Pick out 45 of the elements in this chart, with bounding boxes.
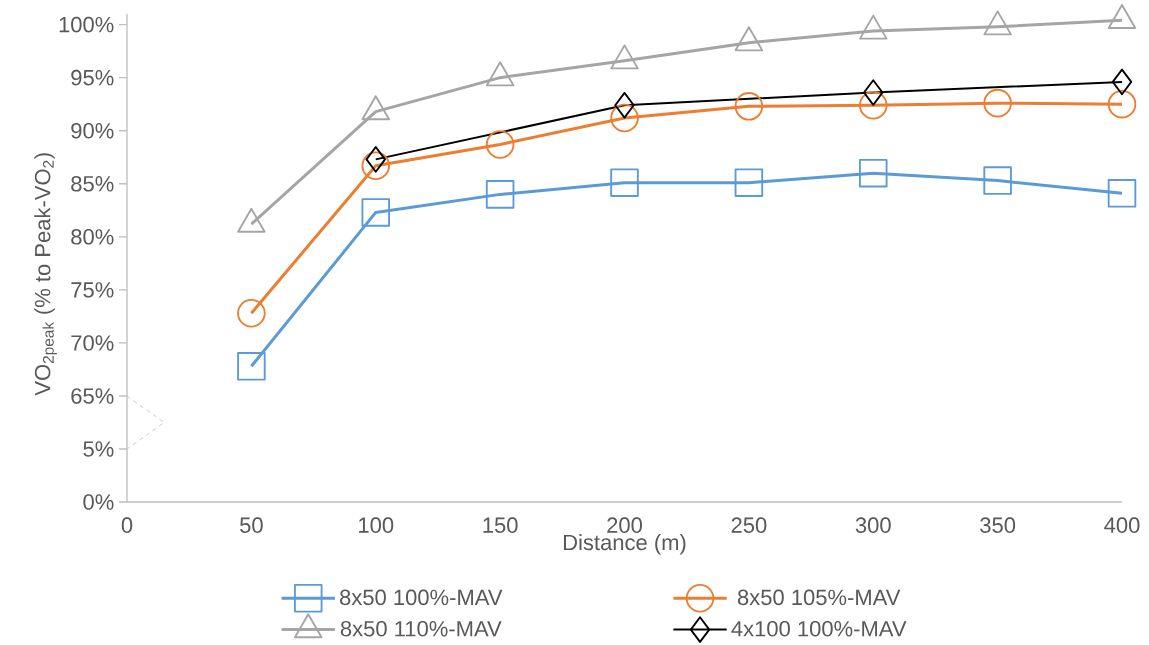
legend-label: 4x100 100%-MAV bbox=[731, 621, 907, 637]
x-tick-label: 400 bbox=[1104, 517, 1140, 534]
point bbox=[1111, 68, 1133, 96]
x-tick-label: 350 bbox=[980, 517, 1016, 534]
point bbox=[734, 92, 764, 121]
point bbox=[485, 180, 515, 209]
point bbox=[858, 91, 888, 120]
x-tick-label: 250 bbox=[731, 517, 767, 534]
point bbox=[1107, 179, 1137, 208]
x-tick-label: 100 bbox=[359, 517, 394, 534]
point bbox=[610, 103, 639, 133]
point bbox=[365, 146, 386, 173]
point bbox=[858, 159, 888, 188]
x-tick-label: 300 bbox=[855, 517, 891, 534]
point bbox=[361, 151, 391, 181]
y-tick-label: 100% bbox=[59, 17, 114, 33]
y-tick-label: 90% bbox=[71, 123, 114, 139]
legend-label: 8x50 110%-MAV bbox=[340, 621, 502, 637]
x-tick-label: 150 bbox=[483, 517, 518, 534]
point bbox=[863, 79, 884, 106]
point bbox=[610, 168, 639, 198]
point bbox=[1107, 90, 1137, 119]
legend-label: 8x50 105%-MAV bbox=[737, 589, 901, 606]
point bbox=[237, 352, 266, 381]
legend-label: 8x50 100%-MAV bbox=[340, 589, 503, 606]
point bbox=[614, 92, 635, 119]
y-tick-label: 80% bbox=[71, 229, 114, 245]
x-tick-label: 0 bbox=[121, 517, 133, 534]
point bbox=[983, 166, 1012, 196]
x-tick-label: 50 bbox=[240, 517, 263, 534]
point bbox=[983, 89, 1012, 118]
y-tick-label: 85% bbox=[71, 176, 114, 192]
point bbox=[734, 168, 764, 198]
y-tick-label: 95% bbox=[71, 70, 114, 86]
y-tick-label: 70% bbox=[71, 335, 114, 351]
y-tick-label: 0% bbox=[83, 494, 114, 510]
y-tick-label: 65% bbox=[71, 388, 114, 404]
y-tick-label: 5% bbox=[83, 441, 114, 457]
point bbox=[485, 130, 515, 159]
point bbox=[361, 198, 391, 227]
x-tick-label: 200 bbox=[607, 517, 642, 534]
y-axis-title: VO$_{2peak}$ (% to Peak-VO$_{2}$) bbox=[34, 153, 57, 396]
point bbox=[237, 299, 266, 328]
x-axis-title: Distance (m) bbox=[563, 534, 686, 555]
y-tick-label: 75% bbox=[71, 282, 114, 298]
